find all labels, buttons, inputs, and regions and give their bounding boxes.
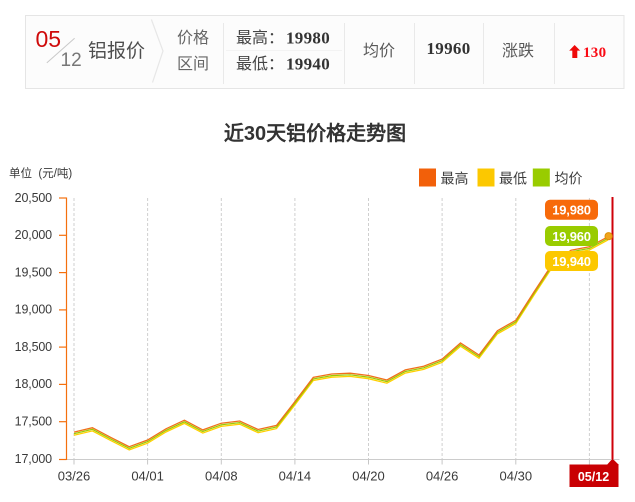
svg-text:17,500: 17,500 xyxy=(15,415,53,429)
svg-text:19980: 19980 xyxy=(286,29,330,48)
svg-text:04/30: 04/30 xyxy=(500,469,533,484)
svg-text:130: 130 xyxy=(583,45,606,61)
svg-text:19940: 19940 xyxy=(286,55,330,74)
svg-text:12: 12 xyxy=(61,50,82,71)
svg-text:单位 (元/吨): 单位 (元/吨) xyxy=(9,166,72,180)
svg-text:04/14: 04/14 xyxy=(279,469,312,484)
svg-text:18,000: 18,000 xyxy=(15,377,53,391)
svg-text:03/26: 03/26 xyxy=(58,469,91,484)
svg-text:最低: 最低 xyxy=(499,171,527,187)
svg-text:19,000: 19,000 xyxy=(15,303,53,317)
svg-text:18,500: 18,500 xyxy=(15,340,53,354)
svg-text:04/26: 04/26 xyxy=(426,469,459,484)
svg-text:最高：: 最高： xyxy=(236,29,284,47)
svg-text:05: 05 xyxy=(36,26,62,52)
svg-text:19,960: 19,960 xyxy=(552,229,591,244)
svg-text:最低：: 最低： xyxy=(236,55,284,73)
svg-text:均价: 均价 xyxy=(555,171,583,187)
svg-text:铝报价: 铝报价 xyxy=(88,40,145,62)
svg-text:均价: 均价 xyxy=(363,42,395,60)
svg-text:近30天铝价格走势图: 近30天铝价格走势图 xyxy=(224,121,406,145)
svg-text:04/20: 04/20 xyxy=(352,469,385,484)
svg-text:17,000: 17,000 xyxy=(15,452,53,466)
svg-text:19,980: 19,980 xyxy=(552,203,591,218)
svg-text:19,940: 19,940 xyxy=(552,254,591,269)
svg-text:04/01: 04/01 xyxy=(131,469,164,484)
svg-text:20,000: 20,000 xyxy=(15,228,53,242)
svg-text:区间: 区间 xyxy=(177,55,209,73)
svg-text:19,500: 19,500 xyxy=(15,265,53,279)
svg-text:19960: 19960 xyxy=(427,39,471,58)
svg-text:涨跌: 涨跌 xyxy=(502,42,534,60)
svg-text:04/08: 04/08 xyxy=(205,469,238,484)
svg-text:20,500: 20,500 xyxy=(15,191,53,205)
svg-text:最高: 最高 xyxy=(441,171,469,187)
svg-text:价格: 价格 xyxy=(177,29,209,47)
svg-text:05/12: 05/12 xyxy=(578,470,609,484)
